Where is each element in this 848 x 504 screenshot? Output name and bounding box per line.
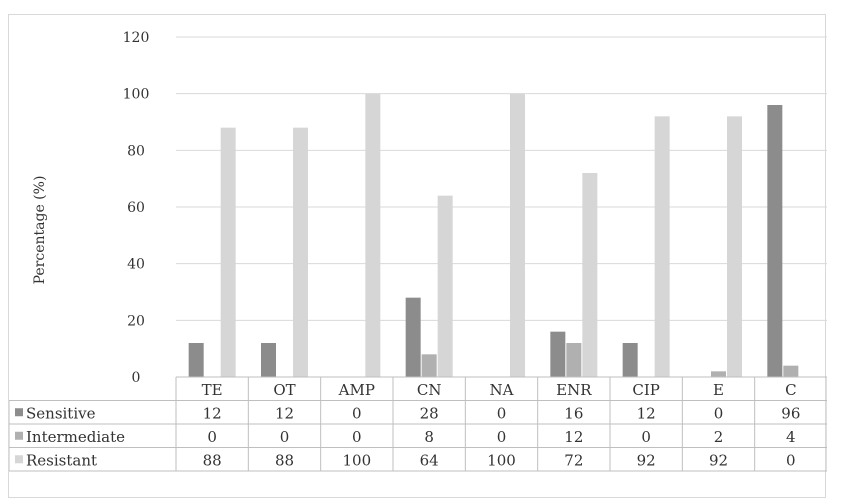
x-tick-label-na: NA: [490, 381, 514, 399]
x-tick-label-cn: CN: [417, 381, 442, 399]
legend-key-intermediate: [15, 431, 23, 440]
data-label-intermediate-cip: 0: [641, 428, 651, 446]
bar-resistant-enr: [582, 173, 598, 377]
bar-intermediate-enr: [566, 343, 582, 377]
data-label-sensitive-c: 96: [781, 404, 800, 422]
data-label-intermediate-cn: 8: [424, 428, 434, 446]
data-label-intermediate-e: 2: [714, 428, 724, 446]
data-label-resistant-enr: 72: [564, 451, 583, 469]
y-tick-label: 40: [127, 257, 145, 273]
data-label-resistant-e: 92: [709, 451, 728, 469]
gridlines: [176, 36, 827, 321]
legend-key-resistant: [15, 455, 23, 464]
bar-resistant-e: [727, 116, 742, 377]
bar-sensitive-te: [188, 343, 204, 377]
legend-key-sensitive: [15, 408, 23, 417]
bars: [188, 93, 799, 378]
data-label-sensitive-te: 12: [203, 404, 222, 422]
data-label-intermediate-enr: 12: [564, 428, 583, 446]
data-label-sensitive-e: 0: [714, 404, 724, 422]
x-tick-label-enr: ENR: [556, 381, 592, 399]
y-tick-label: 20: [127, 313, 145, 329]
x-tick-label-te: TE: [202, 381, 223, 399]
bar-sensitive-c: [767, 105, 783, 377]
data-label-resistant-c: 0: [786, 451, 796, 469]
data-label-sensitive-amp: 0: [352, 404, 362, 422]
bar-resistant-te: [220, 127, 236, 378]
y-tick-label: 0: [132, 370, 141, 386]
y-axis-title: Percentage (%): [32, 176, 48, 285]
data-label-resistant-ot: 88: [275, 451, 294, 469]
data-label-intermediate-na: 0: [497, 428, 507, 446]
x-tick-label-c: C: [785, 381, 796, 399]
data-label-sensitive-cip: 12: [637, 404, 656, 422]
data-label-intermediate-c: 4: [786, 428, 796, 446]
data-label-resistant-amp: 100: [343, 451, 372, 469]
legend-label-sensitive: Sensitive: [26, 404, 96, 422]
data-label-resistant-te: 88: [203, 451, 222, 469]
bar-intermediate-c: [783, 365, 799, 377]
bar-sensitive-cip: [622, 343, 638, 377]
bar-resistant-amp: [365, 93, 381, 378]
data-label-resistant-na: 100: [487, 451, 516, 469]
bar-intermediate-cn: [421, 354, 437, 377]
data-label-intermediate-amp: 0: [352, 428, 362, 446]
data-label-sensitive-enr: 16: [564, 404, 583, 422]
data-label-sensitive-na: 0: [497, 404, 507, 422]
legend-label-resistant: Resistant: [26, 451, 97, 469]
chart-frame: 0 20 40 60 80 100 120 Percentage (%) TE OT AMP CN…: [8, 14, 827, 498]
y-tick-label: 120: [123, 30, 150, 46]
bar-sensitive-cn: [405, 297, 421, 377]
bar-resistant-na: [510, 93, 525, 378]
data-label-resistant-cip: 92: [637, 451, 656, 469]
bar-resistant-cn: [437, 195, 453, 377]
bar-resistant-cip: [654, 116, 670, 377]
data-label-sensitive-cn: 28: [420, 404, 439, 422]
bar-intermediate-e: [711, 371, 726, 377]
x-tick-label-cip: CIP: [632, 381, 660, 399]
y-tick-label: 60: [127, 200, 145, 216]
data-label-intermediate-te: 0: [207, 428, 217, 446]
y-tick-label: 80: [127, 143, 145, 159]
bar-sensitive-ot: [261, 343, 276, 377]
legend-label-intermediate: Intermediate: [26, 428, 125, 446]
data-label-sensitive-ot: 12: [275, 404, 294, 422]
data-label-resistant-cn: 64: [420, 451, 439, 469]
bar-resistant-ot: [293, 127, 308, 378]
x-tick-label-amp: AMP: [338, 381, 375, 399]
x-tick-label-ot: OT: [273, 381, 295, 399]
data-label-intermediate-ot: 0: [280, 428, 290, 446]
y-tick-label: 100: [123, 87, 150, 103]
y-axis-ticks: 0 20 40 60 80 100 120: [123, 30, 150, 386]
bar-sensitive-enr: [550, 331, 566, 377]
x-tick-label-e: E: [713, 381, 724, 399]
